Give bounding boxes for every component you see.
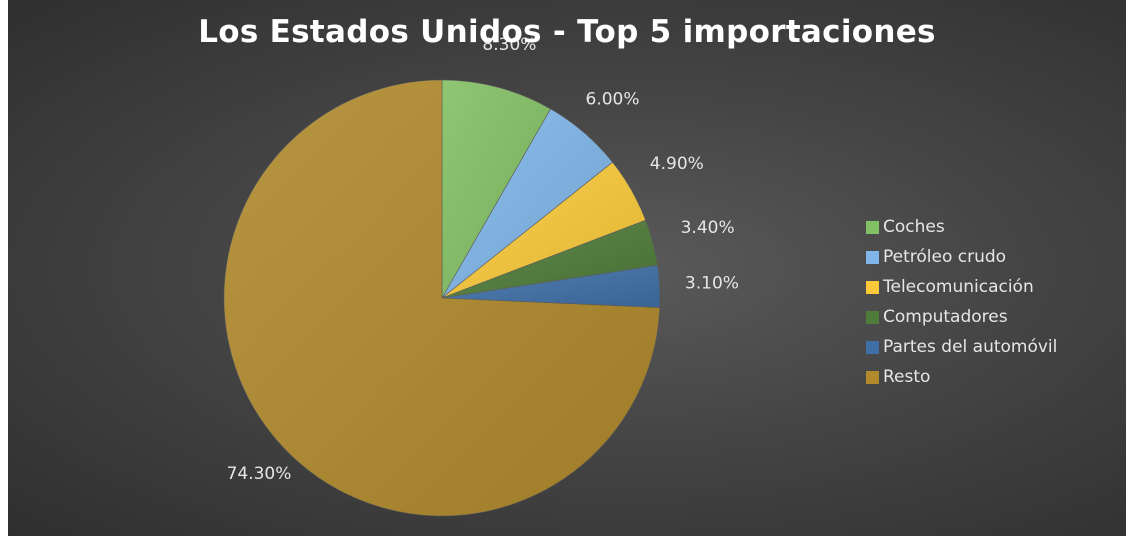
pie-slice-sheen: [442, 220, 658, 298]
pie-slice-sheen: [442, 80, 551, 298]
legend-item: Computadores: [866, 302, 1057, 332]
data-label: 74.30%: [227, 464, 292, 484]
pie-slice-sheen: [442, 108, 613, 299]
legend-item: Petróleo crudo: [866, 242, 1057, 272]
legend-label: Petróleo crudo: [883, 247, 1007, 267]
legend-label: Computadores: [883, 307, 1008, 327]
pie-chart: 8.30% 6.00% 4.90% 3.40% 3.10% 74.30%: [223, 35, 739, 517]
legend-item: Coches: [866, 212, 1057, 242]
data-label: 8.30%: [482, 35, 536, 55]
pie-slice-sheen: [442, 265, 661, 308]
chart-title: Los Estados Unidos - Top 5 importaciones: [198, 14, 936, 50]
legend-swatch: [866, 250, 879, 264]
legend-swatch: [866, 280, 879, 294]
legend-item: Partes del automóvil: [866, 332, 1057, 362]
legend-label: Coches: [883, 217, 945, 237]
legend-label: Telecomunicación: [883, 277, 1034, 297]
data-label: 4.90%: [650, 154, 704, 174]
legend-label: Resto: [883, 367, 931, 387]
pie-slice-sheen: [442, 162, 646, 298]
legend-swatch: [866, 340, 879, 354]
legend-label: Partes del automóvil: [883, 337, 1058, 357]
data-label: 3.10%: [685, 274, 739, 294]
legend-swatch: [866, 220, 879, 234]
data-label: 6.00%: [586, 90, 640, 110]
legend-swatch: [866, 310, 879, 324]
legend-item: Telecomunicación: [866, 272, 1057, 302]
chart-area: 8.30% 6.00% 4.90% 3.40% 3.10% 74.30% Los Esta…: [8, 0, 1126, 536]
data-label: 3.40%: [681, 218, 735, 238]
legend-swatch: [866, 370, 879, 384]
legend-item: Resto: [866, 362, 1057, 392]
legend: Coches Petróleo crudo Telecomunicación Comp…: [866, 212, 1057, 392]
pie-slice-sheen: [223, 80, 660, 517]
